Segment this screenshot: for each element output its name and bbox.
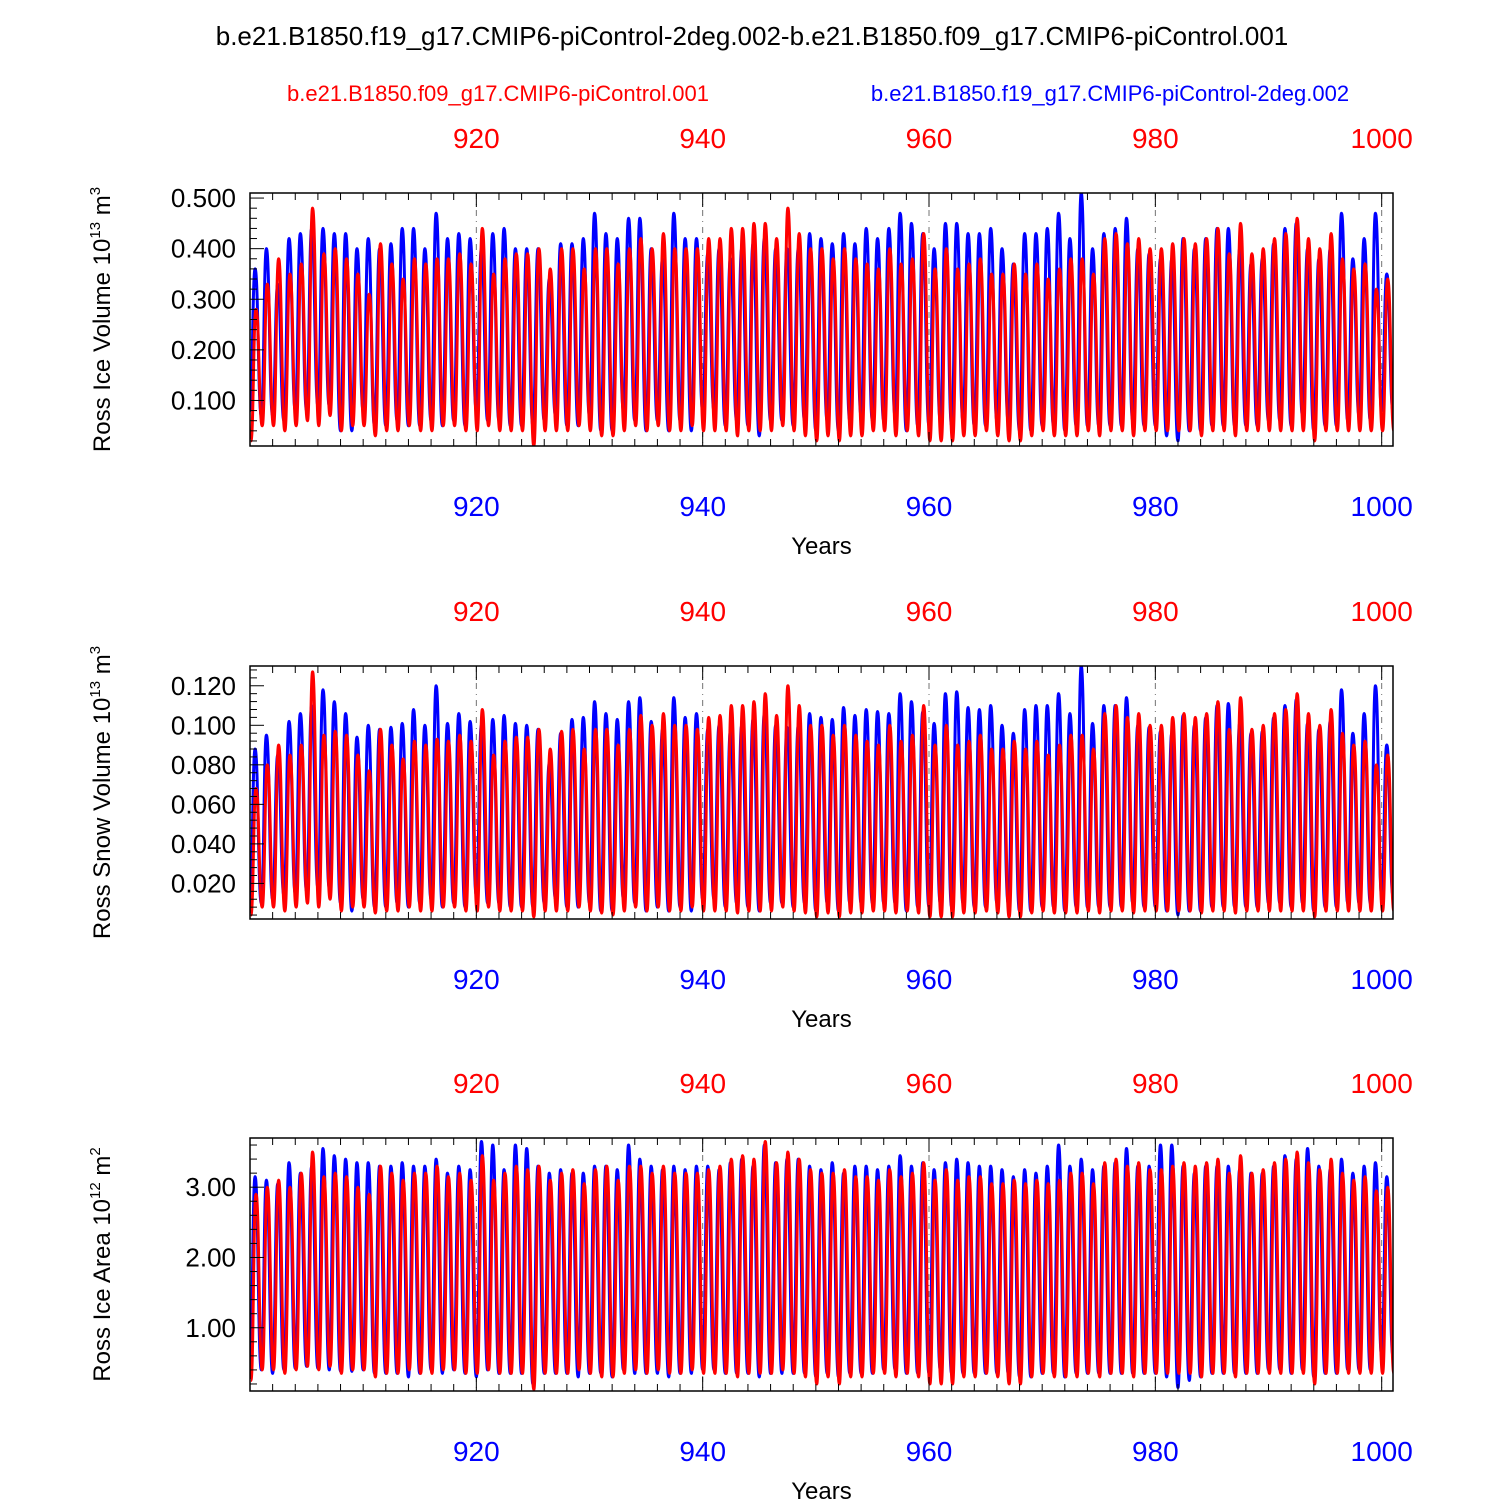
x-axis-label: Years: [791, 1006, 852, 1033]
x-tick-label-top: 940: [679, 123, 726, 154]
x-tick-label-bottom: 980: [1132, 964, 1179, 995]
x-tick-label-top: 960: [906, 596, 953, 627]
x-tick-label-bottom: 960: [906, 491, 953, 522]
x-tick-label-top: 960: [906, 123, 953, 154]
x-tick-label-bottom: 960: [906, 1436, 953, 1467]
y-axis-label: Ross Ice Area 1012 m2: [87, 1147, 116, 1381]
x-axis-label: Years: [791, 533, 852, 560]
y-axis-label: Ross Ice Volume 1013 m3: [87, 187, 116, 452]
y-tick-label: 0.400: [171, 234, 236, 264]
x-tick-label-top: 980: [1132, 123, 1179, 154]
x-tick-label-bottom: 1000: [1351, 491, 1413, 522]
x-tick-label-top: 980: [1132, 1068, 1179, 1099]
y-tick-label: 2.00: [185, 1242, 236, 1272]
x-tick-label-bottom: 1000: [1351, 964, 1413, 995]
x-tick-label-bottom: 940: [679, 1436, 726, 1467]
y-tick-label: 0.100: [171, 710, 236, 740]
y-tick-label: 0.200: [171, 335, 236, 365]
x-tick-label-top: 1000: [1351, 596, 1413, 627]
y-tick-label: 1.00: [185, 1313, 236, 1343]
x-tick-label-top: 940: [679, 596, 726, 627]
series-line-red: [250, 1140, 1393, 1391]
x-tick-label-bottom: 980: [1132, 491, 1179, 522]
x-tick-label-top: 920: [453, 596, 500, 627]
x-tick-label-top: 980: [1132, 596, 1179, 627]
chart-panel-ice-area: 1.00 2.00 3.00 920 920 940 940 960 960 980 980 1000…: [87, 1068, 1413, 1500]
x-tick-label-bottom: 920: [453, 491, 500, 522]
y-tick-label: 3.00: [185, 1172, 236, 1202]
x-tick-label-bottom: 920: [453, 964, 500, 995]
x-tick-label-top: 1000: [1351, 123, 1413, 154]
x-axis-label: Years: [791, 1478, 852, 1500]
x-tick-label-top: 920: [453, 1068, 500, 1099]
x-tick-label-top: 940: [679, 1068, 726, 1099]
x-tick-label-top: 920: [453, 123, 500, 154]
series-line-red: [250, 206, 1393, 446]
x-tick-label-bottom: 980: [1132, 1436, 1179, 1467]
plot-frame: [249, 1137, 1394, 1392]
y-tick-label: 0.020: [171, 868, 236, 898]
figure-title: b.e21.B1850.f19_g17.CMIP6-piControl-2deg…: [216, 21, 1289, 51]
x-tick-label-top: 1000: [1351, 1068, 1413, 1099]
y-axis-label: Ross Snow Volume 1013 m3: [87, 646, 116, 939]
y-tick-label: 0.100: [171, 385, 236, 415]
series-line-red: [250, 670, 1393, 919]
chart-panel-ice-volume: 0.100 0.200 0.300 0.400 0.500 920 920 940 940 960…: [87, 123, 1413, 560]
y-tick-label: 0.300: [171, 284, 236, 314]
y-tick-label: 0.120: [171, 671, 236, 701]
legend-label-red: b.e21.B1850.f09_g17.CMIP6-piControl.001: [287, 81, 709, 106]
y-tick-label: 0.080: [171, 750, 236, 780]
y-tick-label: 0.060: [171, 789, 236, 819]
x-tick-label-bottom: 960: [906, 964, 953, 995]
x-tick-label-bottom: 940: [679, 491, 726, 522]
x-tick-label-bottom: 940: [679, 964, 726, 995]
plot-frame: [249, 665, 1394, 920]
legend-label-blue: b.e21.B1850.f19_g17.CMIP6-piControl-2deg…: [871, 81, 1349, 106]
chart-panel-snow-volume: 0.020 0.040 0.060 0.080 0.100 0.120 920 920 940 9…: [87, 596, 1413, 1033]
chart-panels: 0.100 0.200 0.300 0.400 0.500 920 920 940 940 960…: [87, 123, 1413, 1500]
y-tick-label: 0.040: [171, 829, 236, 859]
x-tick-label-bottom: 1000: [1351, 1436, 1413, 1467]
x-tick-label-top: 960: [906, 1068, 953, 1099]
y-tick-label: 0.500: [171, 183, 236, 213]
x-tick-label-bottom: 920: [453, 1436, 500, 1467]
